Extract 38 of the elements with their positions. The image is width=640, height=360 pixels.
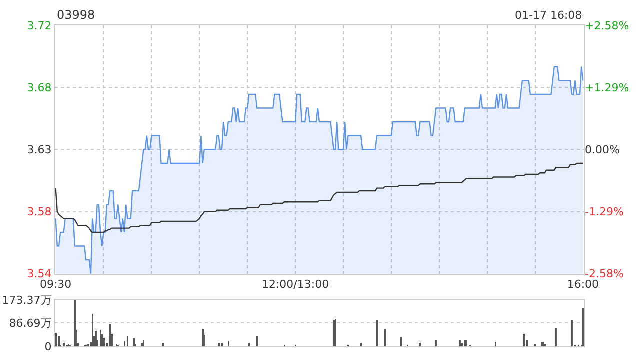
bar (555, 328, 557, 346)
bar (55, 332, 57, 346)
line-series (55, 162, 584, 234)
bar (523, 334, 525, 346)
y-tick-label: 3.63 (27, 144, 52, 157)
y-tick-label: 3.58 (27, 206, 52, 219)
x-tick-label: 09:30 (40, 278, 72, 292)
y-tick-label: 3.68 (27, 81, 52, 94)
bar (74, 300, 76, 346)
bar (103, 338, 105, 346)
y2-tick-label: +2.58% (585, 19, 630, 32)
bar (95, 330, 97, 346)
bar (58, 336, 60, 346)
bar (459, 340, 461, 346)
y2-tick-label: 0.00% (585, 144, 620, 157)
text: 01-17 16:08 (515, 9, 582, 22)
bar (256, 336, 258, 346)
bar (376, 320, 378, 346)
y2-tick-label: -2.58% (585, 268, 624, 281)
y2-tick-label: -1.29% (585, 206, 624, 219)
bar (109, 324, 111, 346)
y-tick-label: 3.72 (27, 19, 52, 32)
chart-title: 03998 (57, 8, 96, 22)
x-tick-label: 16:00 (567, 278, 600, 292)
bar (400, 336, 402, 346)
bar (384, 328, 386, 346)
x-tick-label: 12:00/13:00 (262, 278, 330, 292)
bar (582, 308, 584, 346)
bar (101, 334, 103, 346)
y-tick-label: 0 (44, 340, 52, 354)
bar (133, 338, 135, 346)
bar (571, 320, 573, 346)
y-tick-label: 86.69万 (9, 317, 52, 330)
y-tick-label: 3.54 (27, 268, 52, 281)
bar (435, 340, 437, 346)
bar (202, 328, 204, 346)
y2-tick-label: +1.29% (585, 81, 630, 94)
y-tick-label: 173.37万 (2, 294, 52, 307)
